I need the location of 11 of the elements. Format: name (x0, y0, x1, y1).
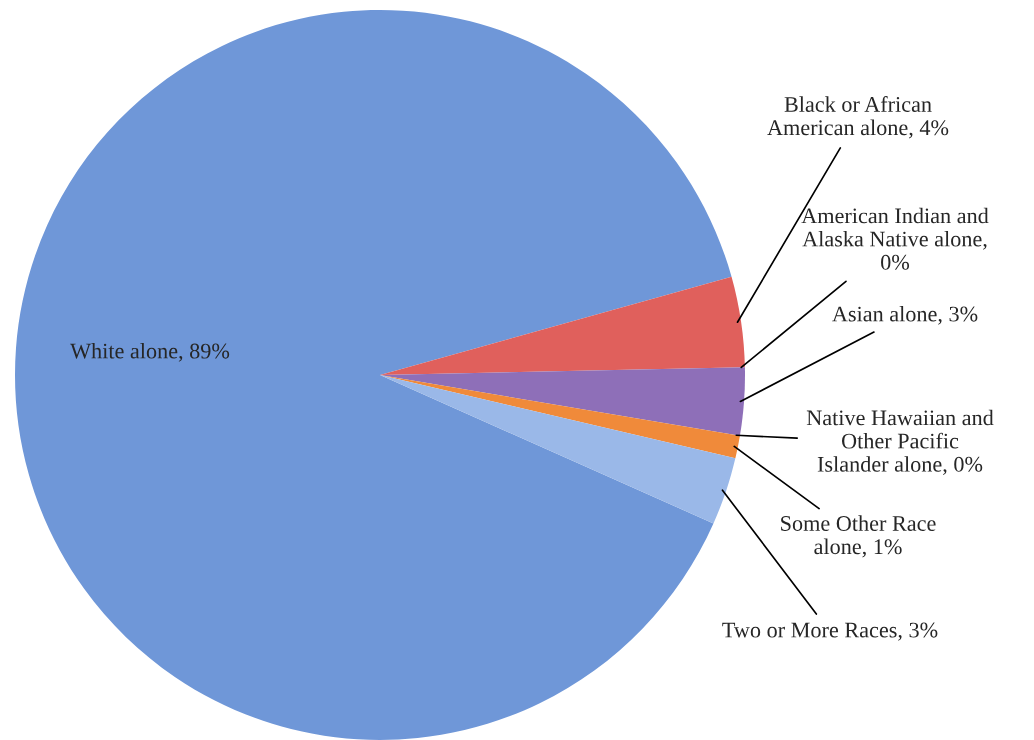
pie-slice (380, 367, 745, 436)
pie-slice (380, 276, 745, 375)
pie-slice (380, 375, 736, 524)
slice-label: Some Other Race alone, 1% (781, 515, 936, 558)
slice-label: White alone, 89% (70, 342, 230, 362)
legend-label: Native Hawaiian and Other Pacific Islander alone, 0% (806, 409, 994, 475)
slice-label: Black or African American alone, 4% (767, 96, 949, 139)
pie-slice (380, 375, 740, 459)
slice-label: Asian alone, 3% (832, 305, 978, 325)
slice-label: Two or More Races, 3% (722, 622, 938, 641)
category-label: American Indian and Alaska Native alone, 0% (801, 207, 989, 270)
